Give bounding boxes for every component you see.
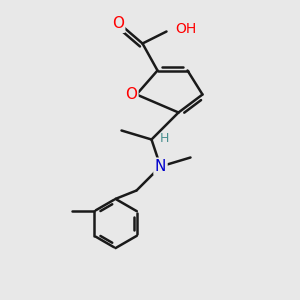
Text: H: H	[160, 131, 169, 145]
Text: OH: OH	[175, 22, 196, 36]
Text: O: O	[125, 87, 137, 102]
Text: O: O	[112, 16, 124, 32]
Text: N: N	[155, 159, 166, 174]
